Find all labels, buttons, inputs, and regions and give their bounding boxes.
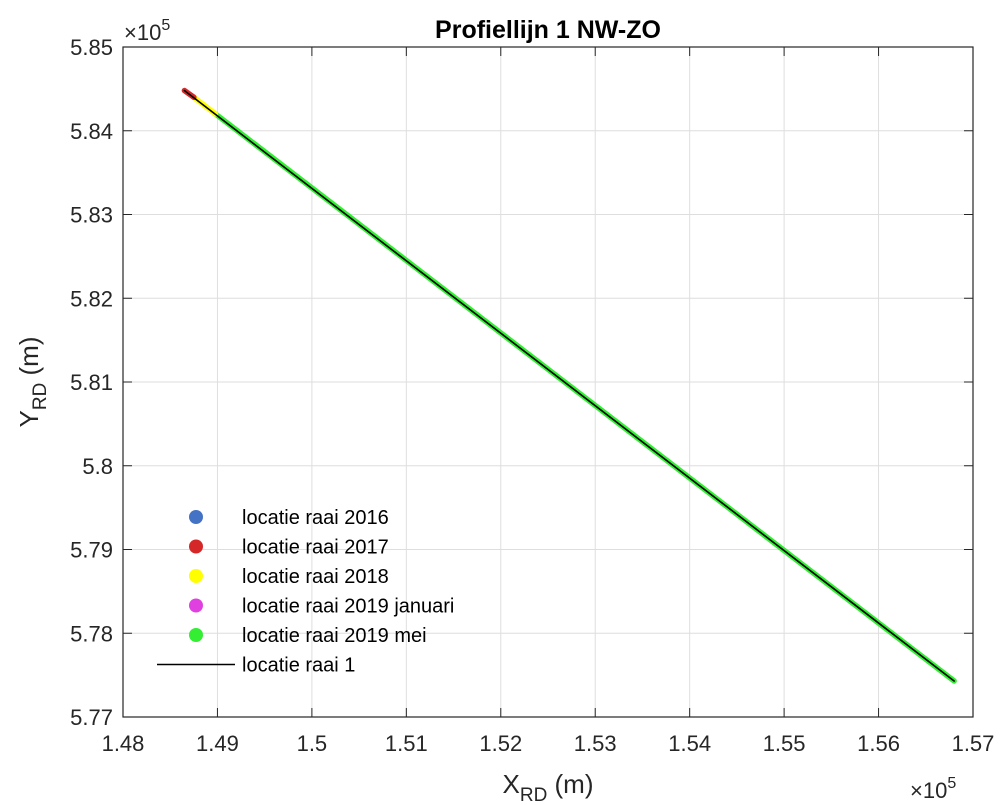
y-tick-label: 5.84 (70, 119, 113, 144)
x-tick-labels: 1.48 1.49 1.5 1.51 1.52 1.53 1.54 1.55 1.56 1.57 (102, 731, 995, 756)
x-tick-label: 1.52 (479, 731, 522, 756)
legend-label: locatie raai 2016 (242, 507, 389, 529)
x-tick-label: 1.55 (763, 731, 806, 756)
series-locatie-raai-1 (183, 89, 955, 682)
legend-marker (189, 510, 203, 524)
legend-marker (189, 569, 203, 583)
x-tick-label: 1.54 (668, 731, 711, 756)
legend-marker (189, 628, 203, 642)
y-axis-label: YRD (m) (14, 337, 51, 428)
legend-label: locatie raai 2017 (242, 537, 389, 559)
x-tick-label: 1.48 (102, 731, 145, 756)
y-tick-label: 5.8 (82, 454, 113, 479)
legend-label: locatie raai 1 (242, 655, 355, 677)
y-tick-label: 5.82 (70, 286, 113, 311)
chart-title: Profiellijn 1 NW-ZO (435, 16, 661, 44)
legend-label: locatie raai 2018 (242, 566, 389, 588)
legend-marker (189, 539, 203, 554)
legend-label: locatie raai 2019 januari (242, 596, 454, 618)
y-tick-label: 5.85 (70, 35, 113, 60)
x-tick-label: 1.51 (385, 731, 428, 756)
legend: locatie raai 2016 locatie raai 2017 locati… (157, 507, 454, 677)
legend-label: locatie raai 2019 mei (242, 625, 427, 647)
y-multiplier: ×105 (124, 17, 170, 45)
x-axis-label: XRD (m) (503, 769, 594, 805)
x-tick-label: 1.53 (574, 731, 617, 756)
legend-marker (189, 598, 203, 613)
x-tick-label: 1.5 (297, 731, 328, 756)
x-tick-label: 1.57 (952, 731, 995, 756)
x-tick-label: 1.49 (196, 731, 239, 756)
data-layer (181, 87, 957, 684)
x-tick-label: 1.56 (857, 731, 900, 756)
y-tick-labels: 5.77 5.78 5.79 5.8 5.81 5.82 5.83 5.84 5.85 (70, 35, 113, 730)
y-tick-label: 5.81 (70, 370, 113, 395)
y-tick-label: 5.78 (70, 621, 113, 646)
y-tick-label: 5.77 (70, 705, 113, 730)
x-multiplier: ×105 (910, 775, 956, 803)
tick-marks (122, 46, 974, 718)
y-tick-label: 5.83 (70, 203, 113, 228)
y-tick-label: 5.79 (70, 538, 113, 563)
